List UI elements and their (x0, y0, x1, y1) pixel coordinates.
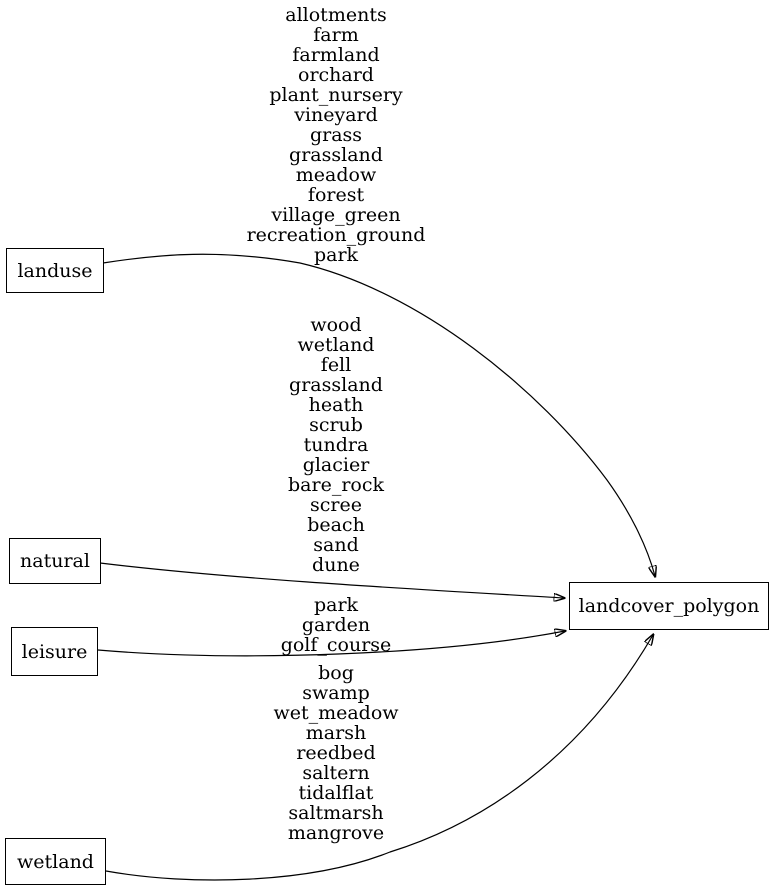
edge-label-line: recreation_ground (246, 224, 426, 246)
edge-label-line: saltmarsh (288, 802, 384, 824)
edge-label-line: grassland (289, 144, 383, 166)
edge-label-leisure: park garden golf_course (166, 595, 506, 655)
edge-label-line: village_green (271, 204, 401, 226)
edge-label-line: golf_course (280, 634, 392, 656)
edge-label-line: beach (307, 514, 365, 536)
edge-label-line: garden (301, 614, 371, 636)
edge-label-line: fell (320, 354, 352, 376)
node-wetland: wetland (5, 838, 106, 885)
node-landuse-label: landuse (17, 259, 93, 282)
edge-label-line: sand (313, 534, 359, 556)
edge-label-line: farmland (292, 44, 380, 66)
edge-label-line: forest (307, 184, 365, 206)
edge-label-landuse: allotments farm farmland orchard plant_n… (166, 5, 506, 265)
edge-label-line: grass (309, 124, 363, 146)
edge-wetland-to-landcover-polygon (105, 635, 653, 881)
edge-label-line: scrub (309, 414, 363, 436)
edge-label-line: allotments (285, 4, 387, 26)
edge-label-line: wet_meadow (273, 702, 399, 724)
edge-label-line: tidalflat (298, 782, 374, 804)
edge-landuse-to-landcover-polygon (102, 253, 655, 576)
node-wetland-label: wetland (17, 850, 94, 873)
edge-label-line: bare_rock (288, 474, 384, 496)
edge-label-line: farm (313, 24, 359, 46)
edge-label-line: swamp (302, 682, 370, 704)
edge-label-line: tundra (303, 434, 369, 456)
edge-label-line: orchard (298, 64, 374, 86)
node-natural: natural (9, 538, 101, 584)
edge-natural-to-landcover-polygon (99, 562, 564, 598)
edge-label-natural: wood wetland fell grassland heath scrub … (166, 315, 506, 575)
edge-label-line: mangrove (287, 822, 385, 844)
node-leisure: leisure (11, 627, 98, 676)
edge-leisure-to-landcover-polygon (97, 631, 565, 657)
edge-label-line: dune (312, 554, 360, 576)
edge-label-line: reedbed (296, 742, 376, 764)
edge-label-line: saltern (302, 762, 370, 784)
node-landcover-polygon-label: landcover_polygon (578, 595, 760, 617)
node-landcover-polygon: landcover_polygon (569, 582, 769, 630)
node-natural-label: natural (20, 550, 90, 572)
edge-label-line: wood (310, 314, 362, 336)
edge-label-line: plant_nursery (269, 84, 403, 106)
edge-label-line: park (313, 244, 359, 266)
edge-label-line: marsh (305, 722, 367, 744)
edge-label-line: scree (310, 494, 362, 516)
edge-label-line: park (313, 594, 359, 616)
edge-label-line: grassland (289, 374, 383, 396)
edge-label-line: glacier (302, 454, 370, 476)
edge-label-line: vineyard (294, 104, 378, 126)
node-landuse: landuse (6, 248, 104, 293)
edge-label-line: bog (318, 662, 354, 684)
edge-label-line: wetland (297, 334, 375, 356)
edge-label-wetland: bog swamp wet_meadow marsh reedbed salte… (166, 663, 506, 843)
edge-label-line: meadow (295, 164, 377, 186)
node-leisure-label: leisure (21, 640, 88, 663)
edge-label-line: heath (308, 394, 364, 416)
